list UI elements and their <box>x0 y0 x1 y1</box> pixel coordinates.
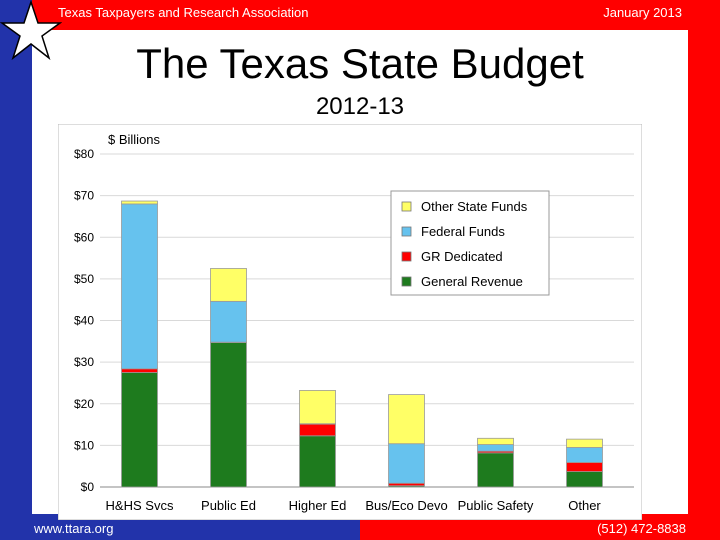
legend-swatch <box>401 226 412 237</box>
y-tick-label: $20 <box>74 397 94 411</box>
x-tick-label: H&HS Svcs <box>106 498 174 513</box>
y-tick-label: $10 <box>74 438 94 452</box>
x-tick-label: Higher Ed <box>289 498 347 513</box>
bar-segment <box>299 435 336 488</box>
x-tick-label: Public Safety <box>458 498 534 513</box>
bar-segment <box>299 423 336 437</box>
bar-segment <box>477 452 514 488</box>
blue-band <box>0 0 32 540</box>
bar-segment <box>121 200 158 205</box>
y-tick-label: $80 <box>74 147 94 161</box>
top-bar <box>0 0 720 30</box>
bar-segment <box>566 471 603 488</box>
bar-segment <box>477 444 514 452</box>
bar-segment <box>121 203 158 370</box>
legend-swatch <box>401 276 412 287</box>
y-tick-label: $0 <box>81 480 95 494</box>
legend-swatch <box>401 251 412 262</box>
page-title: The Texas State Budget <box>136 40 584 87</box>
header-date: January 2013 <box>603 5 682 20</box>
bar-segment <box>566 438 603 448</box>
legend-box <box>390 190 550 296</box>
organization-name: Texas Taxpayers and Research Association <box>58 5 309 20</box>
bar-segment <box>210 268 247 302</box>
footer-phone: (512) 472-8838 <box>597 521 686 536</box>
y-tick-label: $60 <box>74 230 94 244</box>
legend-label: Other State Funds <box>421 199 528 214</box>
bar-segment <box>121 372 158 488</box>
y-tick-label: $70 <box>74 189 94 203</box>
star-icon <box>0 0 62 61</box>
page-subtitle: 2012-13 <box>315 93 405 120</box>
legend-label: General Revenue <box>421 274 523 289</box>
footer-url[interactable]: www.ttara.org <box>34 521 114 536</box>
bar-segment <box>210 300 247 343</box>
x-tick-label: Other <box>568 498 601 513</box>
bar-segment <box>566 462 603 472</box>
bar-segment <box>388 443 425 484</box>
bar-segment <box>566 447 603 463</box>
y-tick-label: $40 <box>74 314 94 328</box>
bar-segment <box>477 437 514 445</box>
bar-segment <box>121 368 158 373</box>
bar-segment <box>388 394 425 445</box>
legend-swatch <box>401 201 412 212</box>
red-band <box>688 0 720 540</box>
legend-label: GR Dedicated <box>421 249 503 264</box>
legend-label: Federal Funds <box>421 224 505 239</box>
bar-segment <box>210 342 247 488</box>
x-tick-label: Bus/Eco Devo <box>365 498 447 513</box>
y-tick-label: $50 <box>74 272 94 286</box>
budget-chart: $0 $10 $20 $30 $40 $50 $60 $70 $80 $ Billions H&HS… <box>58 124 642 520</box>
x-tick-label: Public Ed <box>201 498 256 513</box>
y-axis-label: $ Billions <box>108 132 161 147</box>
bar-segment <box>299 390 336 425</box>
y-tick-label: $30 <box>74 355 94 369</box>
